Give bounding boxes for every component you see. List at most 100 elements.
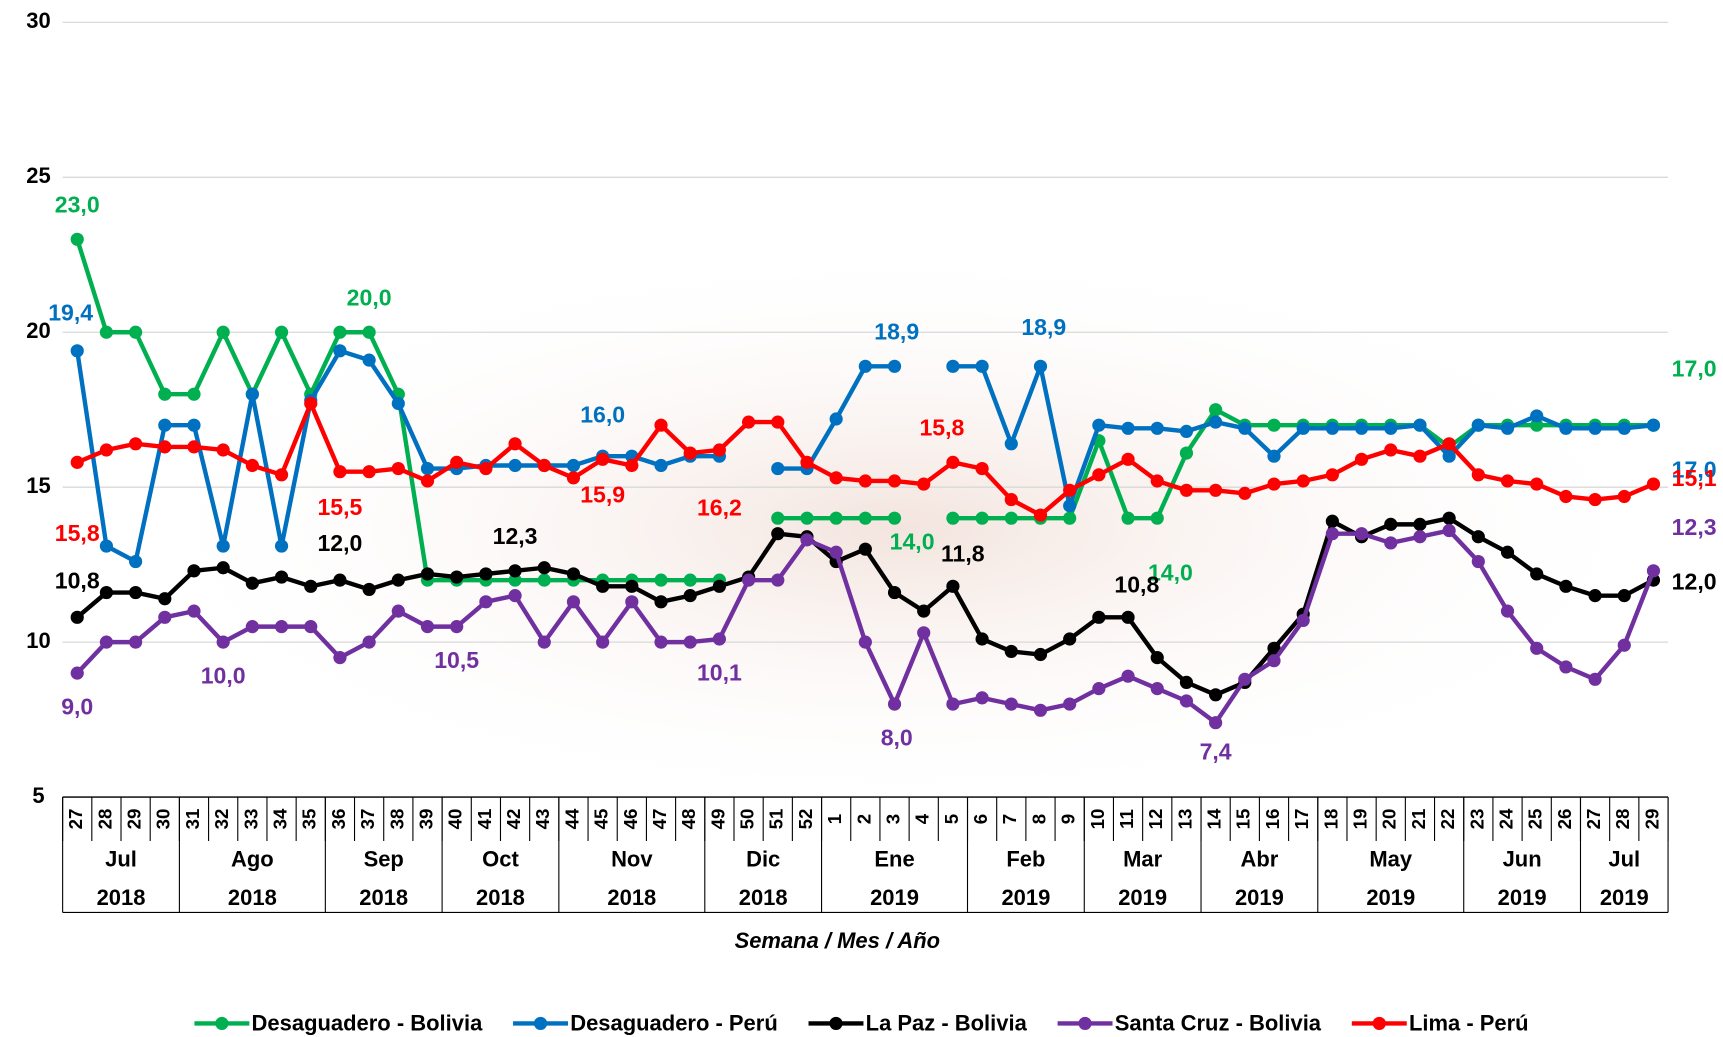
point — [975, 691, 989, 705]
point — [1500, 545, 1515, 559]
point — [274, 539, 289, 553]
point — [858, 474, 872, 488]
data-label: 20,0 — [347, 284, 392, 310]
point — [129, 635, 143, 649]
point — [1267, 418, 1281, 432]
point — [1384, 536, 1398, 550]
point — [1530, 418, 1544, 432]
month-label: Ago — [231, 847, 274, 872]
point — [216, 325, 230, 339]
x-tick-label: 20 — [1379, 809, 1400, 830]
x-tick-label: 34 — [269, 808, 290, 829]
x-tick-label: 1 — [824, 814, 845, 824]
point — [829, 471, 843, 485]
month-label: May — [1369, 847, 1413, 872]
point — [1471, 418, 1485, 432]
point — [450, 455, 464, 469]
point — [1413, 517, 1427, 531]
data-label: 15,9 — [580, 482, 625, 508]
point — [1179, 694, 1194, 708]
point — [975, 511, 989, 525]
point — [858, 542, 872, 556]
x-tick-label: 26 — [1554, 809, 1575, 830]
point — [450, 570, 464, 584]
point — [1004, 644, 1018, 659]
point — [1617, 638, 1631, 652]
year-label: 2019 — [1001, 885, 1050, 910]
data-label: 18,9 — [874, 318, 919, 344]
data-label: 8,0 — [881, 724, 913, 750]
point — [566, 471, 581, 485]
x-tick-label: 11 — [1116, 809, 1137, 829]
point — [1092, 682, 1106, 696]
point — [1646, 564, 1661, 578]
x-tick-label: 30 — [153, 809, 174, 830]
x-tick-label: 19 — [1350, 809, 1371, 830]
point — [537, 561, 551, 575]
point — [1530, 409, 1544, 423]
point — [1209, 415, 1223, 429]
data-label: 10,5 — [434, 647, 479, 673]
point — [858, 359, 872, 373]
point — [1209, 403, 1223, 417]
point — [1471, 468, 1485, 482]
point — [1092, 418, 1106, 432]
data-label: 16,2 — [697, 494, 742, 520]
point — [917, 626, 931, 640]
point — [1063, 511, 1077, 525]
point — [1325, 527, 1339, 541]
point — [420, 474, 435, 488]
point — [1588, 672, 1602, 686]
point — [1179, 424, 1194, 438]
point — [858, 635, 872, 649]
y-tick-label: 25 — [26, 163, 50, 188]
point — [508, 589, 522, 603]
x-tick-label: 14 — [1204, 808, 1225, 829]
point — [333, 325, 347, 339]
point — [508, 458, 522, 473]
x-tick-label: 46 — [620, 809, 641, 830]
data-label: 12,3 — [1672, 514, 1717, 540]
point — [1004, 437, 1018, 451]
legend-label: Desaguadero - Bolivia — [252, 1010, 484, 1035]
x-tick-label: 40 — [445, 809, 466, 830]
point — [362, 582, 376, 597]
data-label: 18,9 — [1021, 314, 1066, 340]
point — [274, 325, 289, 339]
point — [420, 461, 435, 476]
month-label: Dic — [746, 847, 780, 872]
point — [333, 573, 347, 587]
point — [771, 461, 785, 476]
x-tick-label: 39 — [415, 809, 436, 830]
point — [800, 533, 814, 547]
year-label: 2019 — [1235, 885, 1284, 910]
point — [508, 437, 522, 451]
point — [829, 511, 843, 525]
point — [1267, 477, 1281, 491]
year-label: 2019 — [1118, 885, 1167, 910]
point — [1413, 449, 1427, 463]
point — [654, 458, 668, 473]
point — [829, 545, 843, 559]
x-tick-label: 35 — [299, 809, 320, 830]
point — [274, 468, 289, 482]
point — [245, 576, 259, 590]
point — [741, 415, 756, 429]
point — [1121, 452, 1135, 466]
point — [1033, 647, 1048, 662]
x-tick-label: 15 — [1233, 809, 1254, 830]
month-label: Abr — [1240, 847, 1278, 872]
point — [712, 579, 726, 593]
point — [1617, 589, 1631, 603]
point — [70, 666, 84, 680]
x-tick-label: 36 — [328, 809, 349, 830]
point — [1063, 483, 1077, 497]
data-label: 12,3 — [493, 523, 538, 549]
point — [946, 697, 960, 711]
x-tick-label: 50 — [737, 809, 758, 830]
year-label: 2018 — [359, 885, 408, 910]
point — [1442, 449, 1456, 463]
x-tick-label: 44 — [561, 808, 582, 829]
point — [654, 418, 668, 432]
point — [1004, 511, 1018, 525]
